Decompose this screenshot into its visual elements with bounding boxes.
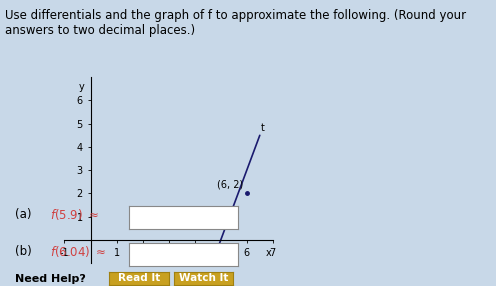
Text: (6, 2): (6, 2) (217, 180, 243, 190)
Text: $f$(5.9) $\approx$: $f$(5.9) $\approx$ (50, 207, 98, 222)
Text: Watch It: Watch It (179, 273, 228, 283)
Text: $f$(6.04) $\approx$: $f$(6.04) $\approx$ (50, 244, 106, 259)
Text: (a): (a) (15, 208, 31, 221)
Text: Need Help?: Need Help? (15, 274, 86, 284)
Text: x: x (266, 248, 272, 258)
Text: y: y (78, 82, 84, 92)
Text: Use differentials and the graph of f to approximate the following. (Round your a: Use differentials and the graph of f to … (5, 9, 466, 37)
Text: (b): (b) (15, 245, 32, 258)
Text: Read It: Read It (118, 273, 160, 283)
Text: t: t (261, 123, 265, 133)
